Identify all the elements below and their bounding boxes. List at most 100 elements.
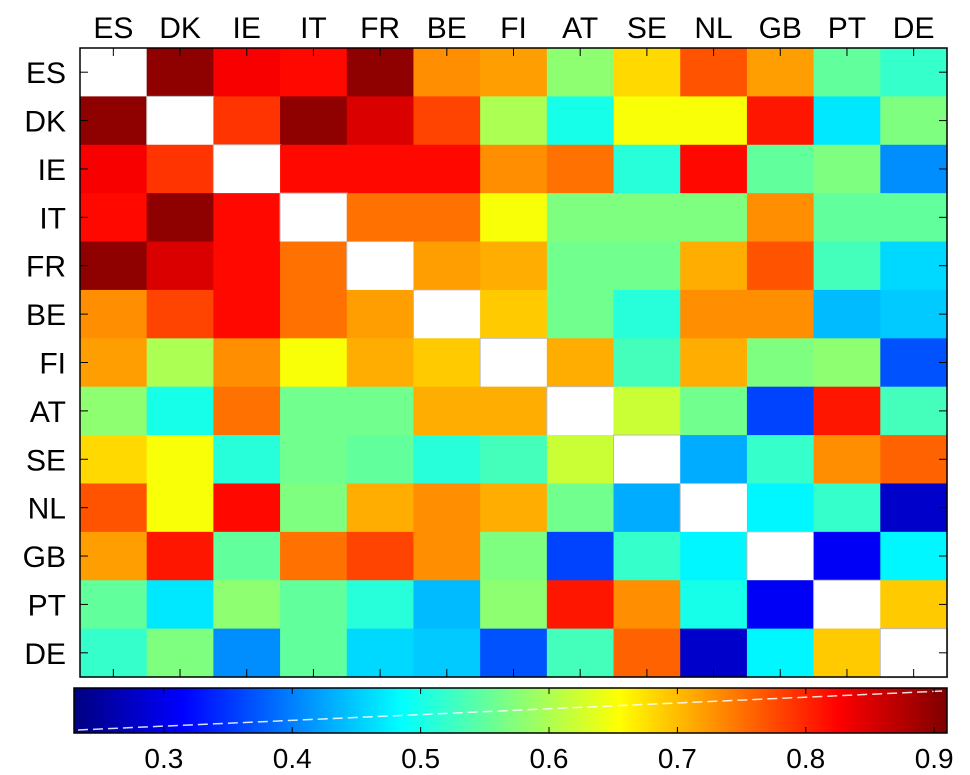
y-tick-label: IT bbox=[39, 202, 66, 235]
heatmap-cell bbox=[613, 580, 681, 630]
heatmap-cell bbox=[413, 435, 481, 485]
heatmap-cell bbox=[213, 531, 281, 581]
heatmap-cell bbox=[413, 48, 481, 97]
y-tick-label: PT bbox=[28, 589, 66, 622]
heatmap-cell bbox=[346, 386, 415, 436]
heatmap-cell bbox=[880, 338, 948, 388]
heatmap-cell bbox=[813, 483, 881, 533]
heatmap-cell bbox=[880, 386, 948, 436]
heatmap-cell bbox=[80, 580, 148, 630]
y-tick-label: NL bbox=[28, 493, 66, 526]
heatmap-cell bbox=[413, 531, 481, 581]
heatmap-cell bbox=[813, 48, 881, 97]
heatmap-cell bbox=[480, 96, 548, 146]
heatmap-cell bbox=[546, 580, 615, 630]
heatmap-cell bbox=[280, 531, 348, 581]
heatmap-cell bbox=[146, 435, 214, 485]
heatmap-cell bbox=[746, 580, 815, 630]
x-tick-label: PT bbox=[828, 12, 866, 45]
heatmap-cell bbox=[413, 483, 481, 533]
heatmap-cell bbox=[346, 289, 415, 339]
heatmap-cell bbox=[680, 580, 748, 630]
heatmap-cell bbox=[746, 96, 815, 146]
heatmap-cell bbox=[480, 48, 548, 97]
heatmap-cell bbox=[80, 483, 148, 533]
heatmap-cell bbox=[813, 338, 881, 388]
heatmap-cell bbox=[546, 289, 615, 339]
heatmap-cell bbox=[346, 144, 415, 194]
heatmap-cell bbox=[213, 483, 281, 533]
heatmap-cell bbox=[880, 241, 948, 291]
heatmap-cell bbox=[346, 48, 415, 97]
y-tick-label: IE bbox=[38, 154, 66, 187]
heatmap-cell bbox=[146, 483, 214, 533]
heatmap-cell bbox=[880, 144, 948, 194]
heatmap-cell bbox=[280, 241, 348, 291]
y-tick-label: BE bbox=[26, 299, 66, 332]
heatmap-cell bbox=[280, 144, 348, 194]
heatmap-cell bbox=[613, 289, 681, 339]
heatmap-cell bbox=[213, 241, 281, 291]
x-tick-label: NL bbox=[694, 12, 732, 45]
heatmap-cell bbox=[146, 144, 214, 194]
colorbar-tick-label: 0.5 bbox=[401, 743, 440, 774]
heatmap-cell bbox=[213, 193, 281, 243]
heatmap-cell bbox=[413, 193, 481, 243]
colorbar-tick-label: 0.4 bbox=[273, 743, 312, 774]
heatmap-cell bbox=[413, 144, 481, 194]
heatmap-cell bbox=[880, 289, 948, 339]
heatmap-cell bbox=[280, 386, 348, 436]
heatmap-cell bbox=[746, 144, 815, 194]
heatmap-cell bbox=[813, 531, 881, 581]
x-tick-label: DK bbox=[159, 12, 201, 45]
heatmap-cell bbox=[480, 435, 548, 485]
heatmap-cell bbox=[80, 144, 148, 194]
diagonal-cell bbox=[679, 482, 749, 533]
diagonal-cell bbox=[279, 192, 348, 243]
x-tick-labels: ES DK IE IT FR BE FI AT SE NL GB PT DE bbox=[93, 12, 934, 45]
x-tick-label: GB bbox=[759, 12, 802, 45]
heatmap-cell bbox=[680, 435, 748, 485]
heatmap-cell bbox=[813, 435, 881, 485]
heatmap-cell bbox=[746, 338, 815, 388]
heatmap-cell bbox=[613, 338, 681, 388]
heatmap-cell bbox=[413, 241, 481, 291]
heatmap-cell bbox=[346, 193, 415, 243]
heatmap-cell bbox=[80, 531, 148, 581]
heatmap-cell bbox=[880, 48, 948, 97]
heatmap-cell bbox=[346, 435, 415, 485]
y-tick-label: FI bbox=[39, 348, 66, 381]
diagonal-cell bbox=[79, 47, 148, 98]
heatmap-cell bbox=[146, 338, 214, 388]
heatmap-cell bbox=[613, 386, 681, 436]
x-tick-label: IT bbox=[300, 12, 327, 45]
heatmap-cell bbox=[546, 96, 615, 146]
heatmap-cell bbox=[480, 386, 548, 436]
heatmap-cell bbox=[146, 580, 214, 630]
heatmap-cell bbox=[680, 144, 748, 194]
heatmap-cell bbox=[80, 193, 148, 243]
heatmap-cell bbox=[880, 483, 948, 533]
heatmap-cell bbox=[346, 96, 415, 146]
x-tick-label: ES bbox=[93, 12, 133, 45]
heatmap-cell bbox=[813, 96, 881, 146]
heatmap-cell bbox=[146, 386, 214, 436]
heatmap-cell bbox=[613, 241, 681, 291]
heatmap-cell bbox=[746, 289, 815, 339]
heatmap-cell bbox=[680, 386, 748, 436]
heatmap-cell bbox=[546, 483, 615, 533]
heatmap-cell bbox=[813, 289, 881, 339]
heatmap-cell bbox=[480, 193, 548, 243]
heatmap-cell bbox=[346, 531, 415, 581]
axis-ticks bbox=[80, 48, 947, 677]
heatmap-cell bbox=[680, 531, 748, 581]
diagonal-cell bbox=[346, 241, 415, 292]
heatmap-cell bbox=[213, 386, 281, 436]
x-tick-label: AT bbox=[562, 12, 598, 45]
heatmap-cell bbox=[146, 193, 214, 243]
heatmap-cell bbox=[480, 241, 548, 291]
heatmap-cell bbox=[546, 435, 615, 485]
heatmap-cell bbox=[280, 483, 348, 533]
heatmap-cell bbox=[746, 483, 815, 533]
heatmap-cell bbox=[546, 193, 615, 243]
